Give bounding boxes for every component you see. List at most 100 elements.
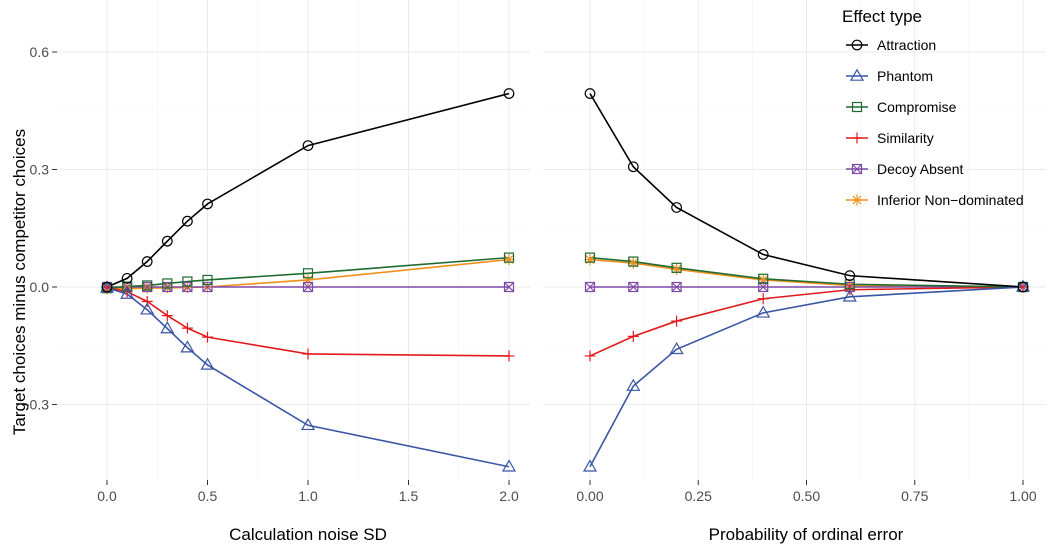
legend-item-decoy-absent: Decoy Absent [846, 161, 963, 177]
point-similarity-right [757, 293, 769, 305]
series-line-similarity-right [589, 286, 1024, 357]
point-decoy-absent-right [628, 281, 639, 293]
y-tick-label: 0.6 [30, 44, 50, 60]
point-compromise-right [671, 262, 682, 273]
point-decoy-absent-right [758, 281, 769, 293]
x-axis-label-right: Probability of ordinal error [709, 525, 904, 544]
point-inferior-non-dominated-left [503, 254, 515, 266]
legend-item-compromise: Compromise [846, 99, 957, 115]
point-decoy-absent-left [302, 281, 314, 293]
point-compromise-left [202, 274, 213, 286]
point-inferior-non-dominated-right [627, 257, 639, 269]
series-line-attraction-right [589, 93, 1024, 288]
legend-key-marker [851, 132, 863, 144]
y-tick-label: 0.0 [30, 279, 50, 295]
point-compromise-right [628, 256, 639, 267]
x-tick-label-right: 0.25 [685, 488, 712, 504]
point-similarity-left [161, 310, 173, 322]
x-axis-label-left: Calculation noise SD [229, 525, 387, 544]
x-tick-label-right: 0.00 [576, 488, 603, 504]
series-line-phantom-left [106, 287, 510, 468]
point-attraction-left [202, 198, 213, 210]
x-tick-label-left: 0.0 [97, 488, 117, 504]
x-tick-label-right: 1.00 [1009, 488, 1036, 504]
point-attraction-left [302, 140, 314, 152]
series-line-phantom-right [589, 286, 1024, 468]
point-phantom-right [756, 305, 771, 318]
legend-item-inferior-non-dominated: Inferior Non−dominated [846, 192, 1024, 208]
point-attraction-left [121, 272, 133, 284]
point-attraction-left [161, 235, 173, 247]
point-inferior-non-dominated-left [141, 282, 153, 294]
point-phantom-left [120, 286, 135, 299]
point-similarity-left [503, 350, 515, 362]
x-tick-label-right: 0.75 [901, 488, 928, 504]
point-phantom-left [160, 321, 175, 334]
series-line-compromise-left [106, 256, 510, 289]
point-attraction-right [1017, 281, 1029, 293]
point-decoy-absent-right [584, 281, 596, 293]
x-tick-label-left: 1.0 [298, 488, 318, 504]
point-inferior-non-dominated-left [302, 274, 314, 286]
legend-item-attraction: Attraction [846, 37, 936, 53]
point-attraction-right [584, 88, 596, 99]
point-attraction-right [671, 202, 682, 213]
point-attraction-left [101, 281, 113, 293]
point-similarity-left [181, 322, 193, 334]
legend-title: Effect type [842, 7, 922, 26]
x-tick-label-right: 0.50 [793, 488, 820, 504]
x-tick-label-left: 1.5 [399, 488, 419, 504]
legend-key-marker [849, 68, 865, 81]
point-phantom-right [626, 378, 641, 391]
point-decoy-absent-right [671, 281, 682, 293]
point-compromise-left [121, 281, 133, 292]
x-tick-label-left: 0.5 [198, 488, 218, 504]
point-attraction-left [141, 256, 153, 267]
point-phantom-left [501, 459, 517, 472]
point-similarity-left [202, 331, 213, 343]
point-inferior-non-dominated-right [671, 263, 683, 275]
point-compromise-left [182, 276, 193, 287]
legend-key-marker [851, 194, 863, 206]
point-phantom-left [180, 340, 195, 353]
point-phantom-left [300, 417, 316, 431]
point-similarity-right [584, 350, 596, 362]
point-inferior-non-dominated-right [757, 274, 769, 286]
point-phantom-right [582, 459, 598, 472]
point-compromise-right [758, 273, 769, 284]
point-compromise-left [302, 268, 314, 279]
point-similarity-right [671, 315, 683, 327]
point-attraction-right [627, 161, 639, 173]
point-compromise-left [503, 252, 515, 263]
point-compromise-left [142, 280, 153, 291]
point-compromise-right [584, 252, 596, 263]
y-axis-label: Target choices minus competitor choices [10, 129, 29, 435]
legend-label: Decoy Absent [877, 161, 963, 177]
legend-item-similarity: Similarity [846, 130, 934, 146]
panel-calculation-noise: 0.0 0.5 1.0 1.5 2.0 −0.3 0.0 0.3 0.6 [21, 0, 530, 504]
point-decoy-absent-left [182, 281, 193, 293]
series-line-inferior-non-dominated-right [589, 258, 1024, 288]
point-inferior-non-dominated-right [584, 254, 596, 266]
legend-label: Phantom [877, 68, 933, 84]
point-decoy-absent-left [503, 281, 515, 293]
x-tick-label-left: 2.0 [499, 488, 519, 504]
legend-key-marker [851, 163, 863, 175]
legend-label: Attraction [877, 37, 936, 53]
point-phantom-left [200, 357, 215, 370]
legend-item-phantom: Phantom [846, 68, 933, 84]
point-similarity-left [141, 295, 153, 307]
point-phantom-right [842, 289, 857, 302]
point-similarity-left [302, 348, 314, 360]
legend-label: Similarity [877, 130, 934, 146]
panel-ordinal-error: 0.00 0.25 0.50 0.75 1.00 [543, 0, 1046, 504]
point-compromise-left [162, 278, 173, 289]
y-tick-label: 0.3 [30, 162, 50, 178]
legend-label: Inferior Non−dominated [877, 192, 1024, 208]
legend-key-marker [851, 101, 863, 113]
point-attraction-right [757, 249, 769, 260]
series-line-compromise-right [589, 256, 1024, 288]
point-phantom-right [669, 341, 684, 355]
point-attraction-left [503, 88, 515, 99]
